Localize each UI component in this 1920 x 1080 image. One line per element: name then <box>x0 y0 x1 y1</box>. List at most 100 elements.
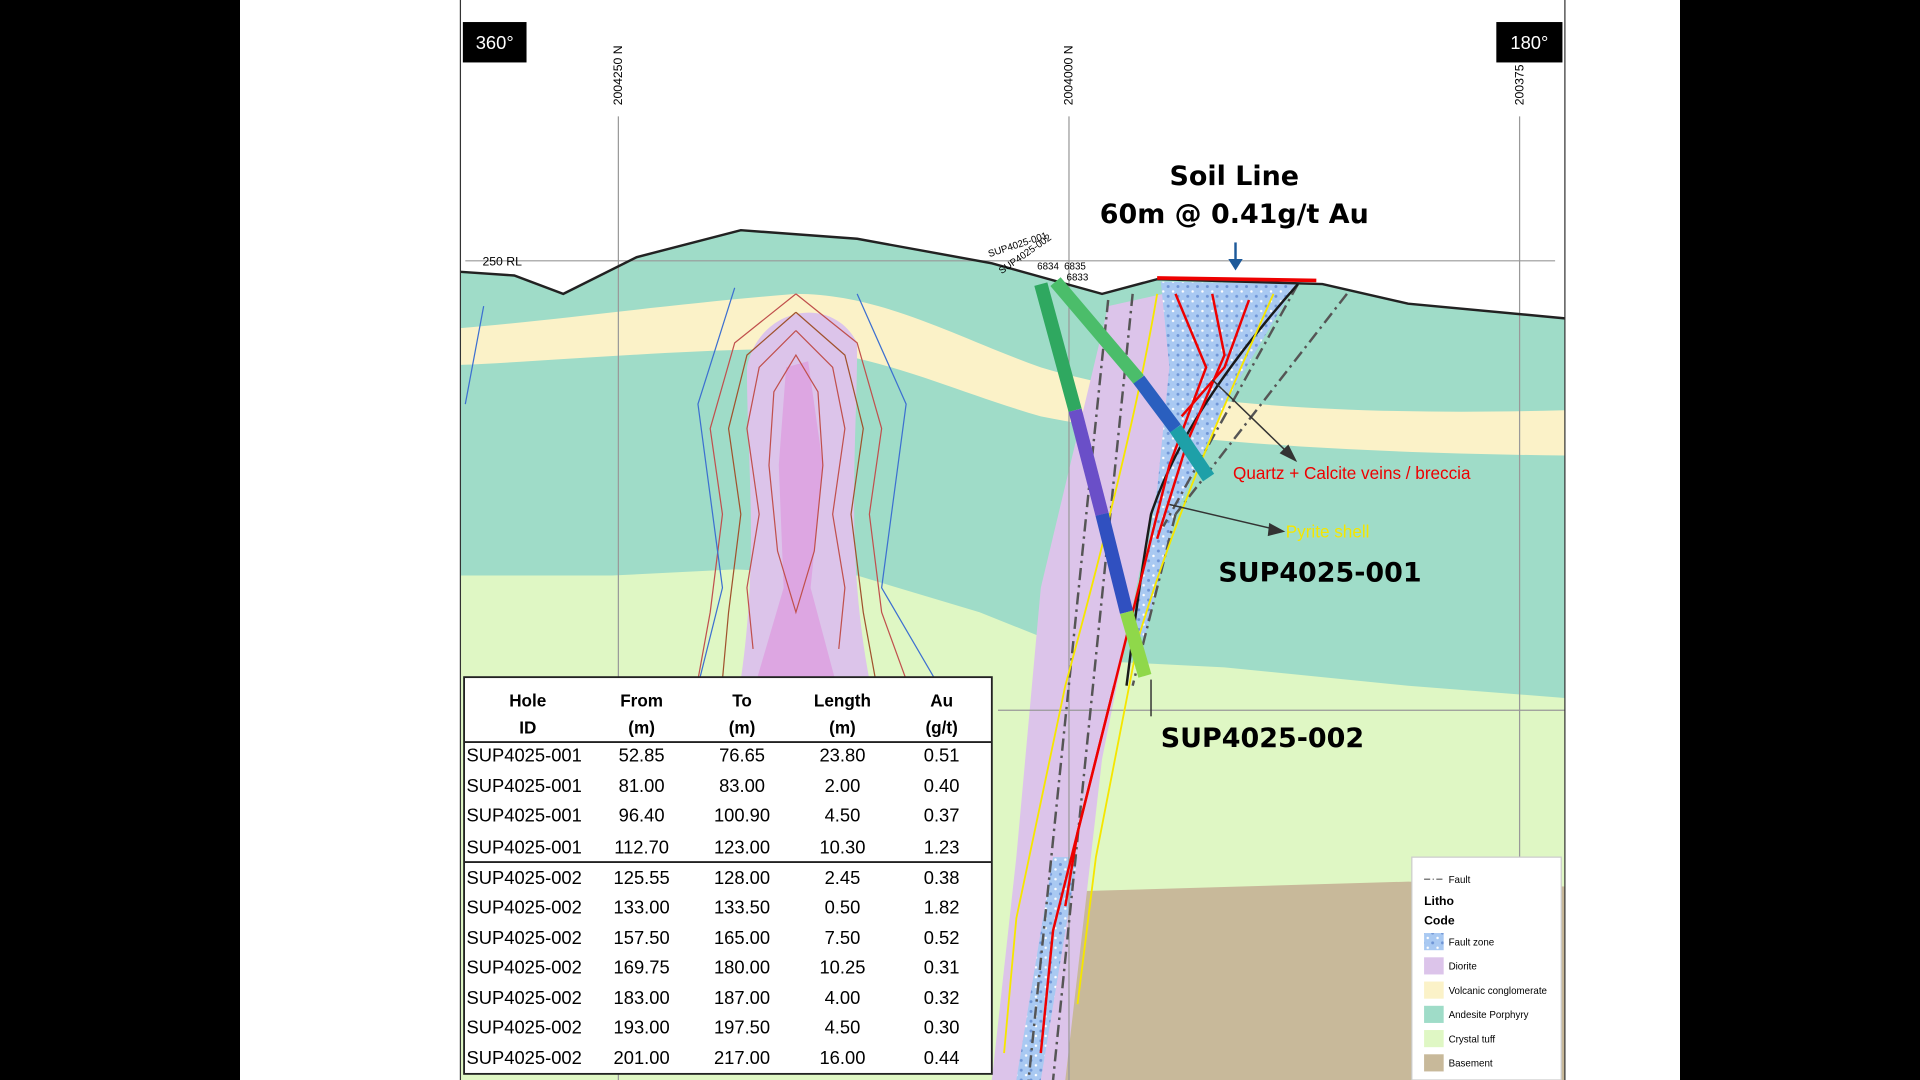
grid <box>465 116 1565 1080</box>
table-cell: SUP4025-001 <box>467 836 582 857</box>
table-cell: 1.23 <box>924 836 960 857</box>
legend-label: Diorite <box>1449 962 1477 973</box>
annotation: Soil Line <box>1170 161 1300 192</box>
table-cell: 76.65 <box>719 745 765 766</box>
table-cell: 96.40 <box>619 805 665 826</box>
drill-holes <box>1034 277 1215 678</box>
table-cell: 7.50 <box>825 927 861 948</box>
table-cell: 83.00 <box>719 775 765 796</box>
table-cell: 128.00 <box>714 867 770 888</box>
table-cell: 157.50 <box>614 927 670 948</box>
table-cell: 0.30 <box>924 1016 960 1037</box>
table-cell: 10.30 <box>819 836 865 857</box>
table-cell: 23.80 <box>819 745 865 766</box>
azimuth: 360° <box>476 32 514 53</box>
legend-label: Andesite Porphyry <box>1449 1010 1529 1021</box>
annotation: Pyrite shell <box>1286 522 1370 542</box>
legend-label: Fault zone <box>1449 937 1495 948</box>
fault-zone <box>1132 281 1296 637</box>
table-cell: 180.00 <box>714 956 770 977</box>
table-cell: SUP4025-002 <box>467 927 582 948</box>
table-cell: 4.50 <box>825 1016 861 1037</box>
legend-label: Fault <box>1449 875 1471 886</box>
surface <box>460 228 1566 320</box>
legend-label: Crystal tuff <box>1449 1034 1496 1045</box>
table-cell: SUP4025-002 <box>467 867 582 888</box>
azimuth: 180° <box>1510 32 1548 53</box>
northing: 2004000 N <box>1062 45 1076 105</box>
northing: 200375 <box>1512 64 1526 105</box>
table-cell: 0.31 <box>924 956 960 977</box>
table-cell: 2.45 <box>825 867 861 888</box>
table-cell: 16.00 <box>819 1047 865 1068</box>
table-header: From <box>620 691 663 711</box>
table-header: Hole <box>509 691 546 711</box>
azimuth-box <box>1496 22 1563 63</box>
soil-arrow <box>1228 242 1243 271</box>
table-header: (m) <box>829 717 856 737</box>
soil-line <box>1157 276 1317 283</box>
collar-label: 6834 <box>1037 261 1059 272</box>
legend-label: Basement <box>1449 1059 1493 1070</box>
annotation: Quartz + Calcite veins / breccia <box>1233 463 1471 483</box>
table-cell: 183.00 <box>614 987 670 1008</box>
table-header: (g/t) <box>925 717 957 737</box>
table-header: (m) <box>729 717 756 737</box>
table-cell: 10.25 <box>819 956 865 977</box>
intercept-table: Hole ID From (m) To (m) Length (m) Au (g/t) SUP402… <box>463 676 993 1075</box>
northing: 2004250 N <box>611 45 625 105</box>
table-cell: 4.00 <box>825 987 861 1008</box>
legend-swatch <box>1424 1005 1444 1023</box>
diorite-core <box>756 361 836 680</box>
legend: Fault Litho Code Fault zone Diorite Volcan… <box>1411 856 1562 1080</box>
table-frame <box>463 676 993 1075</box>
table-cell: 0.50 <box>825 896 861 917</box>
table-header: (m) <box>628 717 655 737</box>
rl-label: 250 RL <box>482 255 522 269</box>
azimuth-box <box>462 22 527 63</box>
collar-label: 6835 <box>1064 261 1086 272</box>
contours <box>464 287 968 736</box>
table-header: Au <box>930 691 953 711</box>
table-cell: 0.37 <box>924 805 960 826</box>
table-cell: 1.82 <box>924 896 960 917</box>
table-cell: SUP4025-002 <box>467 987 582 1008</box>
table-cell: 201.00 <box>614 1047 670 1068</box>
table-cell: 0.38 <box>924 867 960 888</box>
hole-label: SUP4025-002 <box>1161 723 1364 754</box>
table-cell: 123.00 <box>714 836 770 857</box>
legend-label: Volcanic conglomerate <box>1449 986 1547 997</box>
table-cell: SUP4025-002 <box>467 1047 582 1068</box>
table-cell: SUP4025-001 <box>467 805 582 826</box>
table-cell: 187.00 <box>714 987 770 1008</box>
legend-title: Code <box>1424 913 1455 927</box>
table-cell: SUP4025-002 <box>467 956 582 977</box>
table-cell: SUP4025-002 <box>467 1016 582 1037</box>
table-cell: 217.00 <box>714 1047 770 1068</box>
table-cell: 112.70 <box>614 836 669 857</box>
annotation: 60m @ 0.41g/t Au <box>1100 199 1369 230</box>
labels: 360° 180° 2004250 N 2004000 N 200375 250… <box>476 32 1549 754</box>
table-cell: 0.52 <box>924 927 960 948</box>
table-cell: 197.50 <box>714 1016 770 1037</box>
table-cell: 169.75 <box>614 956 670 977</box>
table-cell: 100.90 <box>714 805 770 826</box>
table-cell: 0.32 <box>924 987 960 1008</box>
table-header: Length <box>814 691 871 711</box>
table-cell: 0.51 <box>924 745 960 766</box>
table-cell: 2.00 <box>825 775 861 796</box>
table-header: ID <box>519 717 536 737</box>
table-cell: 133.00 <box>614 896 670 917</box>
hole-label: SUP4025-001 <box>1218 558 1421 589</box>
collar-label: 6833 <box>1067 272 1089 283</box>
fault-zone <box>1016 857 1078 1080</box>
table-cell: 81.00 <box>619 775 665 796</box>
legend-swatch <box>1424 957 1444 975</box>
table-cell: 52.85 <box>619 745 665 766</box>
table-header: To <box>732 691 752 711</box>
table-cell: SUP4025-001 <box>467 775 582 796</box>
legend-swatch <box>1424 933 1444 951</box>
pyrite-shell <box>1003 293 1275 1054</box>
